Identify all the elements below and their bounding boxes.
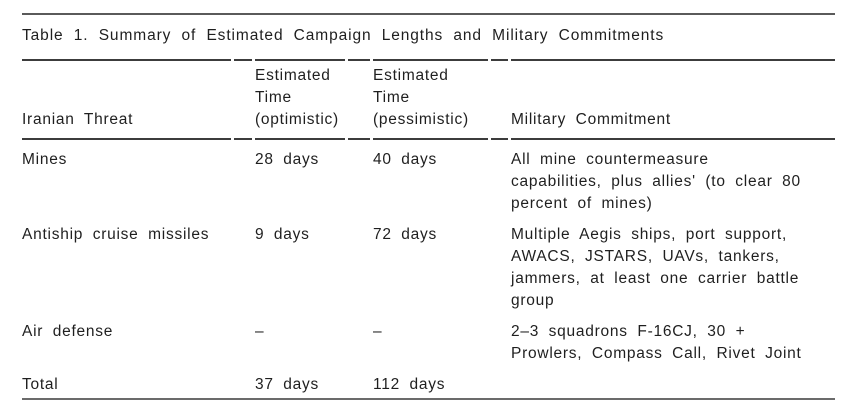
column-header-label: Military Commitment [511,111,671,128]
cell-commitment: Multiple Aegis ships, port support, AWAC… [511,215,835,312]
table-row-total: Total 37 days 112 days [22,365,835,396]
column-header-label: Estimated [255,67,331,84]
cell-threat: Antiship cruise missiles [22,226,210,243]
cell-spacer [491,365,508,396]
title-top-rule [22,13,835,15]
column-header-label: (optimistic) [255,111,339,128]
column-header-label: Estimated [373,67,449,84]
cell-commitment: All mine countermeasure capabilities, pl… [511,140,835,215]
cell-spacer [491,312,508,365]
cell-spacer [234,215,252,312]
cell-pessimistic: 72 days [373,226,438,243]
cell-threat: Air defense [22,323,114,340]
cell-spacer [348,140,370,215]
table-row-antiship-cruise-missiles: Antiship cruise missiles 9 days 72 days … [22,215,835,312]
cell-commitment [511,365,835,396]
cell-spacer [234,365,252,396]
cell-spacer [491,215,508,312]
cell-pessimistic: 40 days [373,151,438,168]
commitment-line: group [511,292,555,309]
commitment-line: AWACS, JSTARS, UAVs, tankers, [511,248,780,265]
cell-optimistic: 9 days [255,226,310,243]
table-row-mines: Mines 28 days 40 days All mine counterme… [22,140,835,215]
column-header-estimated-time-optimistic: Estimated Time (optimistic) [255,59,345,140]
campaign-summary-table: Iranian Threat Estimated Time (optimisti… [19,59,838,396]
commitment-line: capabilities, plus allies' (to clear 80 [511,173,801,190]
cell-spacer [234,140,252,215]
cell-spacer [348,312,370,365]
column-header-label: Iranian Threat [22,111,134,128]
cell-threat: Total [22,376,59,393]
table-header-row: Iranian Threat Estimated Time (optimisti… [22,59,835,140]
commitment-line: Prowlers, Compass Call, Rivet Joint [511,345,802,362]
cell-threat: Mines [22,151,68,168]
cell-pessimistic: – [373,323,383,340]
column-header-label: Time [373,89,410,106]
column-spacer [491,59,508,140]
cell-spacer [348,365,370,396]
column-header-iranian-threat: Iranian Threat [22,59,231,140]
table-bottom-rule [22,398,835,400]
table-row-air-defense: Air defense – – 2–3 squadrons F-16CJ, 30… [22,312,835,365]
commitment-line: Multiple Aegis ships, port support, [511,226,788,243]
cell-spacer [491,140,508,215]
commitment-line: 2–3 squadrons F-16CJ, 30 + [511,323,746,340]
column-header-label: (pessimistic) [373,111,469,128]
cell-spacer [234,312,252,365]
cell-optimistic: 28 days [255,151,320,168]
document-page: Table 1. Summary of Estimated Campaign L… [19,13,838,400]
commitment-line: percent of mines) [511,195,653,212]
cell-optimistic: 37 days [255,376,320,393]
commitment-line: jammers, at least one carrier battle [511,270,800,287]
cell-pessimistic: 112 days [373,376,446,393]
cell-optimistic: – [255,323,265,340]
column-spacer [348,59,370,140]
cell-commitment: 2–3 squadrons F-16CJ, 30 + Prowlers, Com… [511,312,835,365]
column-spacer [234,59,252,140]
column-header-label: Time [255,89,292,106]
table-title: Table 1. Summary of Estimated Campaign L… [22,27,665,44]
cell-spacer [348,215,370,312]
column-header-estimated-time-pessimistic: Estimated Time (pessimistic) [373,59,488,140]
commitment-line: All mine countermeasure [511,151,709,168]
column-header-military-commitment: Military Commitment [511,59,835,140]
